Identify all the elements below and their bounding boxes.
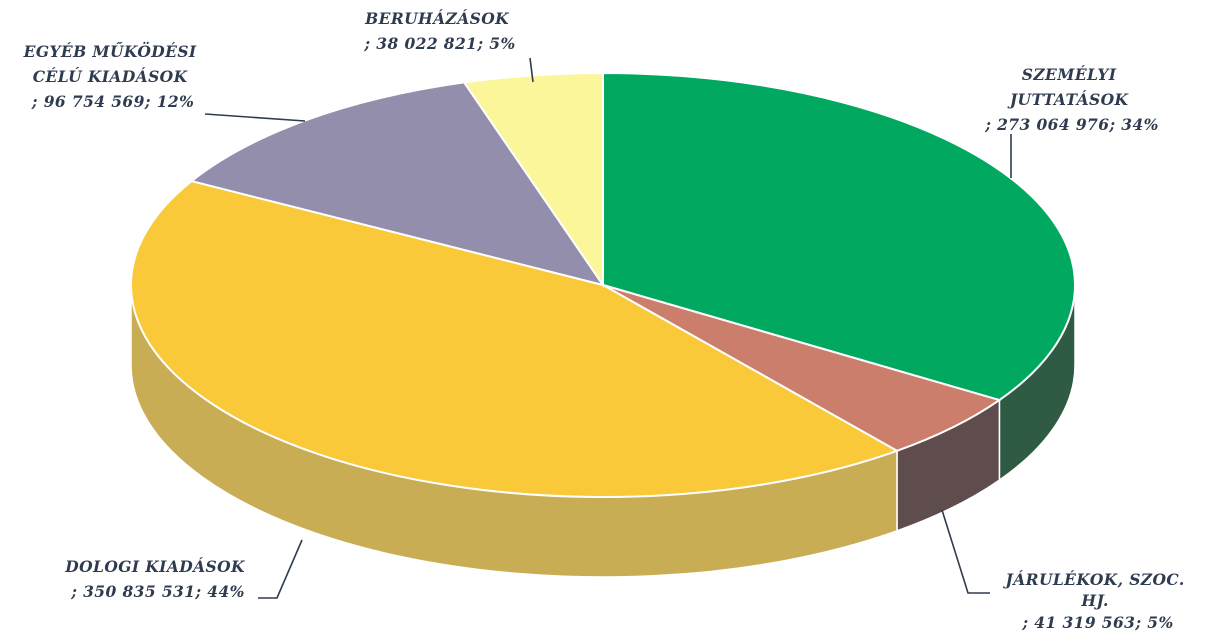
pie-slices [130, 71, 1076, 498]
leader-jarulekok [941, 509, 990, 594]
pie-slice-jarulekok [602, 284, 1002, 452]
leader-beruhazasok [529, 57, 534, 83]
pie-slice-dologi-kiadasok [130, 179, 900, 498]
leader-dologi [258, 539, 303, 599]
leader-egyeb [204, 113, 306, 122]
leader-lines [204, 57, 1012, 599]
slice-label-egyeb-mukodesi: EGYÉB MŰKÖDÉSI CÉLÚ KIADÁSOK ; 96 754 56… [23, 42, 203, 111]
slice-label-beruhazasok: BERUHÁZÁSOK ; 38 022 821; 5% [363, 9, 515, 53]
slice-label-dologi-kiadasok: DOLOGI KIADÁSOK ; 350 835 531; 44% [64, 557, 250, 601]
slice-label-szemelyi-juttatasok: SZEMÉLYI JUTTATÁSOK ; 273 064 976; 34% [984, 65, 1159, 134]
pie-slice-egyeb-mukodesi [189, 81, 606, 287]
slice-label-jarulekok: JÁRULÉKOK, SZOC. HJ. ; 41 319 563; 5% [1003, 570, 1191, 631]
